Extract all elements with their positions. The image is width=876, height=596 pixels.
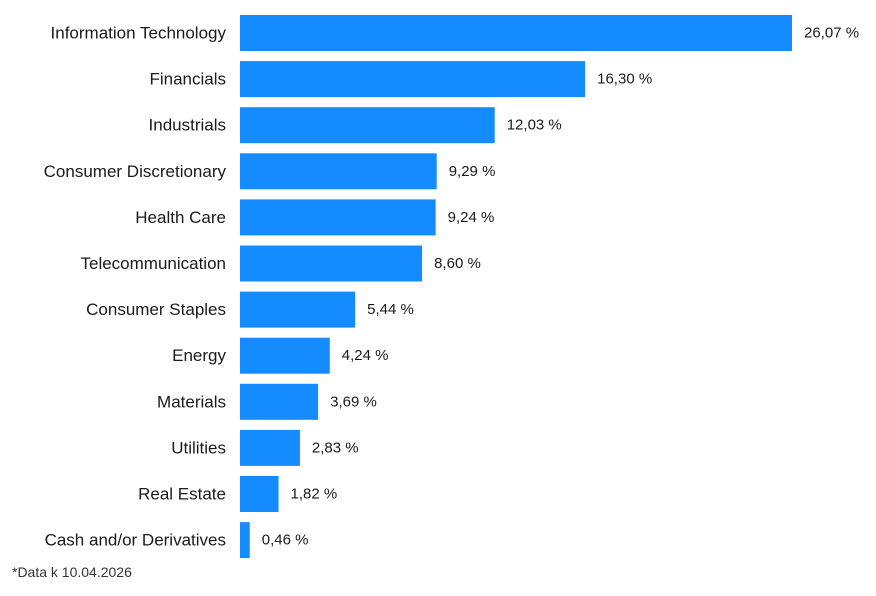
value-label-row-7: 5,44 % [367, 301, 414, 318]
category-label-row-10: Utilities [171, 438, 226, 457]
bar-row-8 [240, 337, 330, 374]
bar-row-10 [240, 429, 300, 466]
category-label-row-12: Cash and/or Derivatives [45, 531, 226, 550]
bar-row-6 [240, 245, 423, 282]
category-label-row-5: Health Care [135, 208, 226, 227]
value-label-row-6: 8,60 % [434, 255, 481, 272]
bar-row-12 [240, 522, 250, 559]
category-label-row-4: Consumer Discretionary [44, 162, 227, 181]
value-label-row-8: 4,24 % [342, 347, 389, 364]
value-label-row-9: 3,69 % [330, 393, 377, 410]
value-label-row-3: 12,03 % [507, 117, 562, 134]
category-label-row-6: Telecommunication [80, 254, 226, 273]
bar-row-1 [240, 15, 792, 51]
category-label-row-2: Financials [149, 70, 226, 89]
bar-row-7 [240, 291, 356, 328]
value-label-row-12: 0,46 % [262, 532, 309, 549]
category-label-row-3: Industrials [149, 116, 226, 135]
bar-row-9 [240, 383, 319, 420]
value-label-row-2: 16,30 % [597, 71, 652, 88]
value-label-row-4: 9,29 % [449, 163, 496, 180]
value-label-row-11: 1,82 % [291, 486, 338, 503]
bar-row-2 [240, 61, 586, 98]
value-label-row-5: 9,24 % [448, 209, 495, 226]
value-label-row-10: 2,83 % [312, 439, 359, 456]
bar-row-3 [240, 107, 495, 144]
category-label-row-7: Consumer Staples [86, 300, 226, 319]
category-label-row-11: Real Estate [138, 485, 226, 504]
data-date-footnote: *Data k 10.04.2026 [12, 564, 132, 580]
bar-row-4 [240, 153, 437, 190]
bar-row-11 [240, 476, 279, 512]
value-label-row-1: 26,07 % [804, 25, 859, 42]
category-label-row-9: Materials [157, 392, 226, 411]
category-label-row-8: Energy [172, 346, 226, 365]
bar-row-5 [240, 199, 436, 236]
category-label-row-1: Information Technology [51, 24, 227, 43]
